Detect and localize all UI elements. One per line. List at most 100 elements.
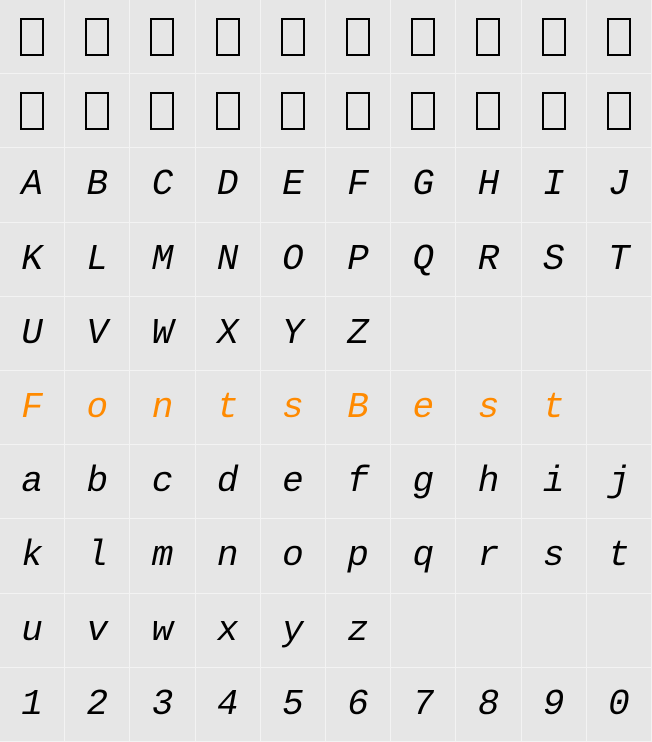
glyph-cell: t bbox=[196, 371, 261, 445]
missing-glyph-icon bbox=[542, 18, 566, 56]
glyph-cell: w bbox=[130, 594, 195, 668]
glyph-cell bbox=[326, 74, 391, 148]
glyph-cell: O bbox=[261, 223, 326, 297]
glyph-cell bbox=[587, 594, 652, 668]
missing-glyph-icon bbox=[85, 92, 109, 130]
glyph-cell: x bbox=[196, 594, 261, 668]
glyph-cell: 9 bbox=[522, 668, 587, 742]
glyph-cell: Z bbox=[326, 297, 391, 371]
glyph-cell: f bbox=[326, 445, 391, 519]
glyph-cell bbox=[587, 371, 652, 445]
glyph-cell: o bbox=[65, 371, 130, 445]
glyph-cell: 1 bbox=[0, 668, 65, 742]
glyph-cell: T bbox=[587, 223, 652, 297]
glyph-cell: A bbox=[0, 148, 65, 222]
glyph-cell: 8 bbox=[456, 668, 521, 742]
missing-glyph-icon bbox=[346, 18, 370, 56]
glyph-cell: Q bbox=[391, 223, 456, 297]
missing-glyph-icon bbox=[411, 92, 435, 130]
glyph-cell: U bbox=[0, 297, 65, 371]
glyph-cell: R bbox=[456, 223, 521, 297]
glyph-cell: P bbox=[326, 223, 391, 297]
glyph-cell bbox=[456, 297, 521, 371]
glyph-cell: M bbox=[130, 223, 195, 297]
glyph-cell: s bbox=[456, 371, 521, 445]
glyph-cell bbox=[456, 74, 521, 148]
missing-glyph-icon bbox=[346, 92, 370, 130]
missing-glyph-icon bbox=[281, 18, 305, 56]
glyph-cell: 6 bbox=[326, 668, 391, 742]
glyph-cell bbox=[0, 0, 65, 74]
glyph-cell bbox=[522, 0, 587, 74]
glyph-cell: G bbox=[391, 148, 456, 222]
glyph-cell: V bbox=[65, 297, 130, 371]
glyph-cell: K bbox=[0, 223, 65, 297]
glyph-cell: L bbox=[65, 223, 130, 297]
glyph-cell: n bbox=[196, 519, 261, 593]
glyph-cell: 2 bbox=[65, 668, 130, 742]
glyph-cell: p bbox=[326, 519, 391, 593]
glyph-cell: y bbox=[261, 594, 326, 668]
glyph-cell bbox=[456, 594, 521, 668]
glyph-cell bbox=[261, 0, 326, 74]
missing-glyph-icon bbox=[607, 92, 631, 130]
glyph-cell: H bbox=[456, 148, 521, 222]
glyph-cell: F bbox=[326, 148, 391, 222]
glyph-cell: j bbox=[587, 445, 652, 519]
glyph-cell: a bbox=[0, 445, 65, 519]
glyph-cell: r bbox=[456, 519, 521, 593]
missing-glyph-icon bbox=[476, 92, 500, 130]
missing-glyph-icon bbox=[411, 18, 435, 56]
glyph-cell: Y bbox=[261, 297, 326, 371]
glyph-cell bbox=[587, 297, 652, 371]
glyph-cell bbox=[587, 0, 652, 74]
glyph-cell: N bbox=[196, 223, 261, 297]
glyph-cell: h bbox=[456, 445, 521, 519]
glyph-cell: F bbox=[0, 371, 65, 445]
glyph-cell bbox=[130, 74, 195, 148]
glyph-cell: z bbox=[326, 594, 391, 668]
glyph-cell: W bbox=[130, 297, 195, 371]
glyph-cell: C bbox=[130, 148, 195, 222]
glyph-cell bbox=[196, 74, 261, 148]
glyph-cell bbox=[391, 594, 456, 668]
glyph-cell bbox=[391, 0, 456, 74]
glyph-cell: I bbox=[522, 148, 587, 222]
glyph-cell bbox=[0, 74, 65, 148]
glyph-cell: v bbox=[65, 594, 130, 668]
missing-glyph-icon bbox=[20, 18, 44, 56]
glyph-cell: 4 bbox=[196, 668, 261, 742]
missing-glyph-icon bbox=[542, 92, 566, 130]
glyph-cell bbox=[456, 0, 521, 74]
glyph-cell: S bbox=[522, 223, 587, 297]
glyph-cell: e bbox=[261, 445, 326, 519]
missing-glyph-icon bbox=[607, 18, 631, 56]
glyph-cell: B bbox=[65, 148, 130, 222]
glyph-cell: i bbox=[522, 445, 587, 519]
glyph-cell: E bbox=[261, 148, 326, 222]
glyph-cell bbox=[326, 0, 391, 74]
glyph-cell: d bbox=[196, 445, 261, 519]
glyph-cell: X bbox=[196, 297, 261, 371]
glyph-cell: q bbox=[391, 519, 456, 593]
glyph-cell bbox=[391, 74, 456, 148]
glyph-cell: g bbox=[391, 445, 456, 519]
missing-glyph-icon bbox=[20, 92, 44, 130]
missing-glyph-icon bbox=[216, 92, 240, 130]
missing-glyph-icon bbox=[85, 18, 109, 56]
glyph-cell: s bbox=[522, 519, 587, 593]
glyph-cell bbox=[522, 74, 587, 148]
missing-glyph-icon bbox=[281, 92, 305, 130]
glyph-cell bbox=[522, 594, 587, 668]
glyph-cell bbox=[196, 0, 261, 74]
missing-glyph-icon bbox=[216, 18, 240, 56]
glyph-cell: n bbox=[130, 371, 195, 445]
glyph-cell bbox=[130, 0, 195, 74]
glyph-cell: o bbox=[261, 519, 326, 593]
glyph-cell: 0 bbox=[587, 668, 652, 742]
glyph-cell: l bbox=[65, 519, 130, 593]
glyph-cell bbox=[65, 74, 130, 148]
glyph-cell: 3 bbox=[130, 668, 195, 742]
glyph-cell: u bbox=[0, 594, 65, 668]
glyph-cell bbox=[587, 74, 652, 148]
